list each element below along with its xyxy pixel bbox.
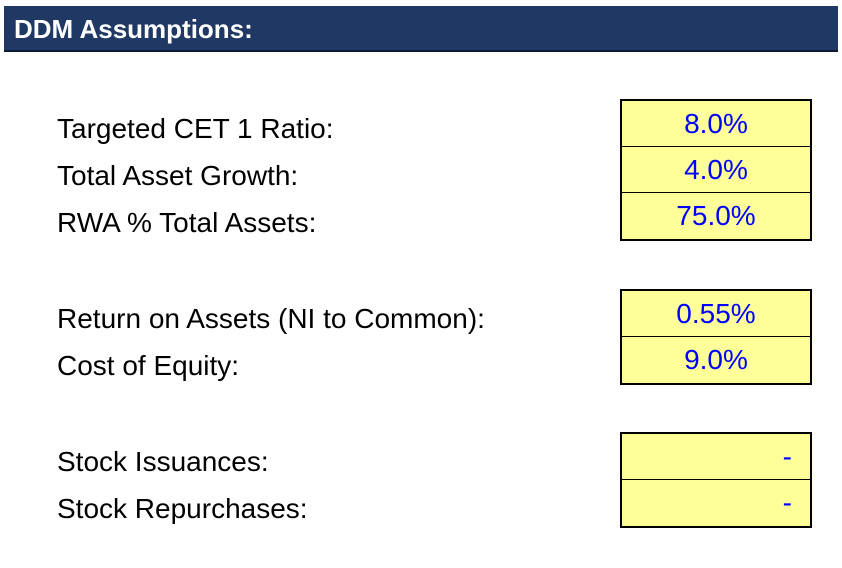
value-return-on-assets: 0.55% (676, 298, 756, 329)
input-group-stock: - - (620, 432, 812, 528)
label-targeted-cet1-ratio: Targeted CET 1 Ratio: (57, 113, 334, 144)
value-total-asset-growth: 4.0% (684, 154, 748, 185)
value-targeted-cet1-ratio: 8.0% (684, 108, 748, 139)
input-group-returns: 0.55% 9.0% (620, 289, 812, 385)
label-rwa-total-assets: RWA % Total Assets: (57, 207, 317, 238)
label-total-asset-growth: Total Asset Growth: (57, 160, 299, 191)
cell-total-asset-growth[interactable]: 4.0% (622, 147, 810, 193)
value-stock-issuances: - (782, 441, 792, 472)
label-stock-repurchases: Stock Repurchases: (57, 493, 308, 524)
label-return-on-assets: Return on Assets (NI to Common): (57, 303, 485, 334)
input-group-capital: 8.0% 4.0% 75.0% (620, 99, 812, 241)
value-rwa-total-assets: 75.0% (676, 200, 756, 231)
section-header: DDM Assumptions: (4, 6, 838, 52)
cell-stock-repurchases[interactable]: - (622, 480, 810, 526)
label-cost-of-equity: Cost of Equity: (57, 350, 240, 381)
label-stock-issuances: Stock Issuances: (57, 446, 269, 477)
section-title: DDM Assumptions: (14, 14, 253, 44)
value-cost-of-equity: 9.0% (684, 344, 748, 375)
cell-cost-of-equity[interactable]: 9.0% (622, 337, 810, 383)
cell-rwa-total-assets[interactable]: 75.0% (622, 193, 810, 239)
cell-stock-issuances[interactable]: - (622, 434, 810, 480)
value-stock-repurchases: - (782, 487, 792, 518)
cell-targeted-cet1-ratio[interactable]: 8.0% (622, 101, 810, 147)
cell-return-on-assets[interactable]: 0.55% (622, 291, 810, 337)
